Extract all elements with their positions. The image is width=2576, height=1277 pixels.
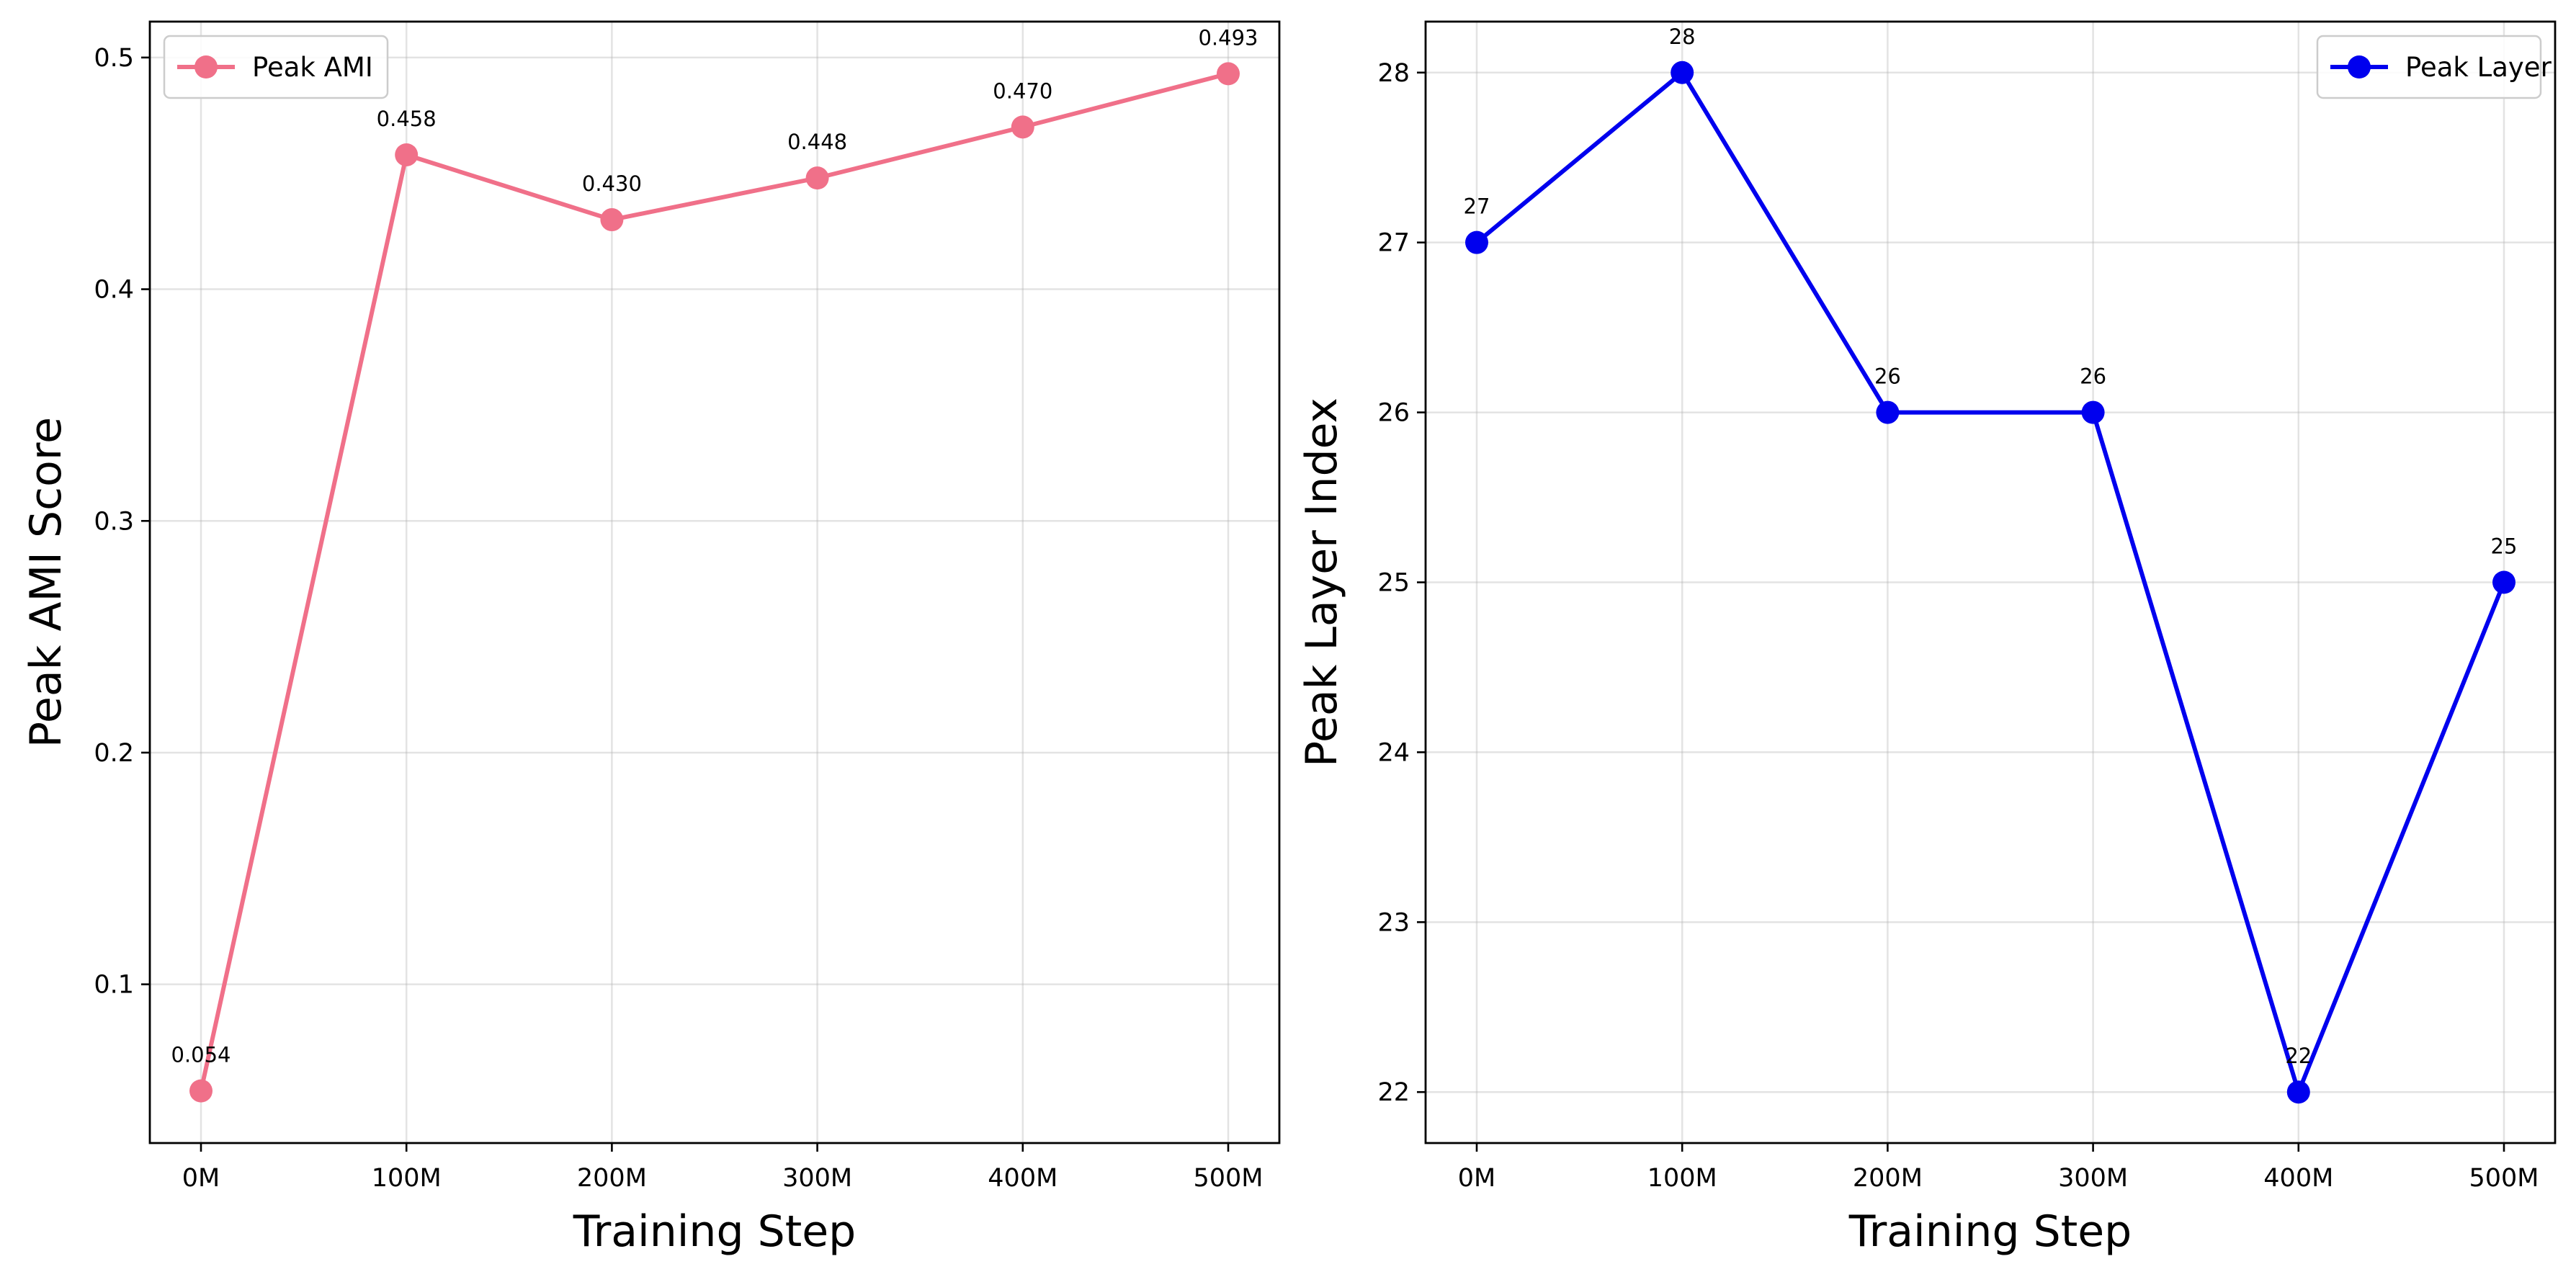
- grid: [150, 22, 1279, 1143]
- data-point: [600, 208, 624, 232]
- legend-box: [163, 35, 389, 99]
- x-axis-title: Training Step: [573, 1206, 856, 1257]
- y-tick-label: 0.5: [94, 44, 134, 73]
- y-tick-label: 22: [1377, 1078, 1410, 1107]
- x-tick-label: 300M: [782, 1164, 852, 1193]
- x-tick-label: 0M: [1458, 1164, 1495, 1193]
- grid: [1426, 22, 2555, 1143]
- y-tick-label: 24: [1377, 738, 1410, 767]
- data-point: [2492, 570, 2515, 594]
- x-tick-label: 400M: [2263, 1164, 2333, 1193]
- legend: Peak AMI: [163, 35, 389, 99]
- legend-box: [2316, 35, 2542, 99]
- series-1: 27 28 26 26 22 25: [1464, 24, 2518, 1104]
- data-label: 0.054: [171, 1043, 231, 1067]
- chart-panel-1: 0M 100M 200M 300M 400M 500M 0.1 0.2 0.3 0.4 0.5 Tra…: [21, 20, 1281, 1257]
- series-line: [199, 71, 1229, 1092]
- data-label: 0.430: [582, 171, 642, 196]
- y-axis-title: Peak AMI Score: [21, 417, 71, 748]
- data-point: [1011, 115, 1034, 139]
- y-tick-label: 26: [1377, 399, 1410, 428]
- x-tick-label: 300M: [2058, 1164, 2128, 1193]
- data-point: [1671, 61, 1694, 84]
- data-label: 0.448: [787, 130, 847, 154]
- data-point: [189, 1079, 213, 1103]
- series-line: [1475, 70, 2506, 1095]
- data-point: [1217, 62, 1240, 86]
- legend-marker: [194, 55, 218, 79]
- y-tick-label: 0.2: [94, 739, 134, 768]
- y-tick-label: 0.3: [94, 507, 134, 536]
- y-tick-label: 23: [1377, 908, 1410, 937]
- y-tick-label: 0.1: [94, 971, 134, 1000]
- data-point: [805, 166, 829, 190]
- data-point: [1465, 230, 1488, 254]
- legend-label: Peak Layer: [2405, 52, 2552, 83]
- data-label: 0.493: [1198, 25, 1258, 50]
- y-tick-label: 27: [1377, 229, 1410, 258]
- x-tick-label: 500M: [2469, 1164, 2539, 1193]
- data-label: 26: [2080, 364, 2106, 389]
- y-tick-label: 25: [1377, 569, 1410, 598]
- data-point: [395, 143, 419, 166]
- legend-label: Peak AMI: [252, 52, 373, 83]
- series-1: 0.054 0.458 0.430 0.448 0.470 0.493: [171, 25, 1258, 1103]
- x-tick-label: 100M: [1647, 1164, 1717, 1193]
- data-point: [2286, 1080, 2310, 1104]
- data-label: 0.458: [377, 107, 437, 131]
- data-label: 27: [1464, 194, 1490, 219]
- data-label: 22: [2285, 1044, 2312, 1068]
- data-label: 0.470: [993, 79, 1052, 103]
- legend: Peak Layer: [2316, 35, 2552, 99]
- x-tick-label: 200M: [577, 1164, 647, 1193]
- y-axis-title: Peak Layer Index: [1297, 398, 1347, 767]
- data-point: [1876, 400, 1900, 424]
- data-label: 26: [1874, 364, 1901, 389]
- plot-frame: [148, 20, 1281, 1144]
- y-tick-label: 28: [1377, 59, 1410, 88]
- x-axis-title: Training Step: [1848, 1206, 2132, 1257]
- data-label: 28: [1669, 24, 1696, 49]
- x-tick-label: 400M: [988, 1164, 1057, 1193]
- x-tick-label: 100M: [372, 1164, 442, 1193]
- chart-panel-2: 0M 100M 200M 300M 400M 500M 22 23 24 25 26 27 28 Trai…: [1297, 20, 2557, 1257]
- x-tick-label: 0M: [182, 1164, 220, 1193]
- x-tick-label: 500M: [1193, 1164, 1263, 1193]
- legend-marker: [2348, 55, 2371, 79]
- data-label: 25: [2491, 534, 2518, 559]
- y-tick-label: 0.4: [94, 276, 134, 305]
- data-point: [2081, 400, 2105, 424]
- x-tick-label: 200M: [1853, 1164, 1923, 1193]
